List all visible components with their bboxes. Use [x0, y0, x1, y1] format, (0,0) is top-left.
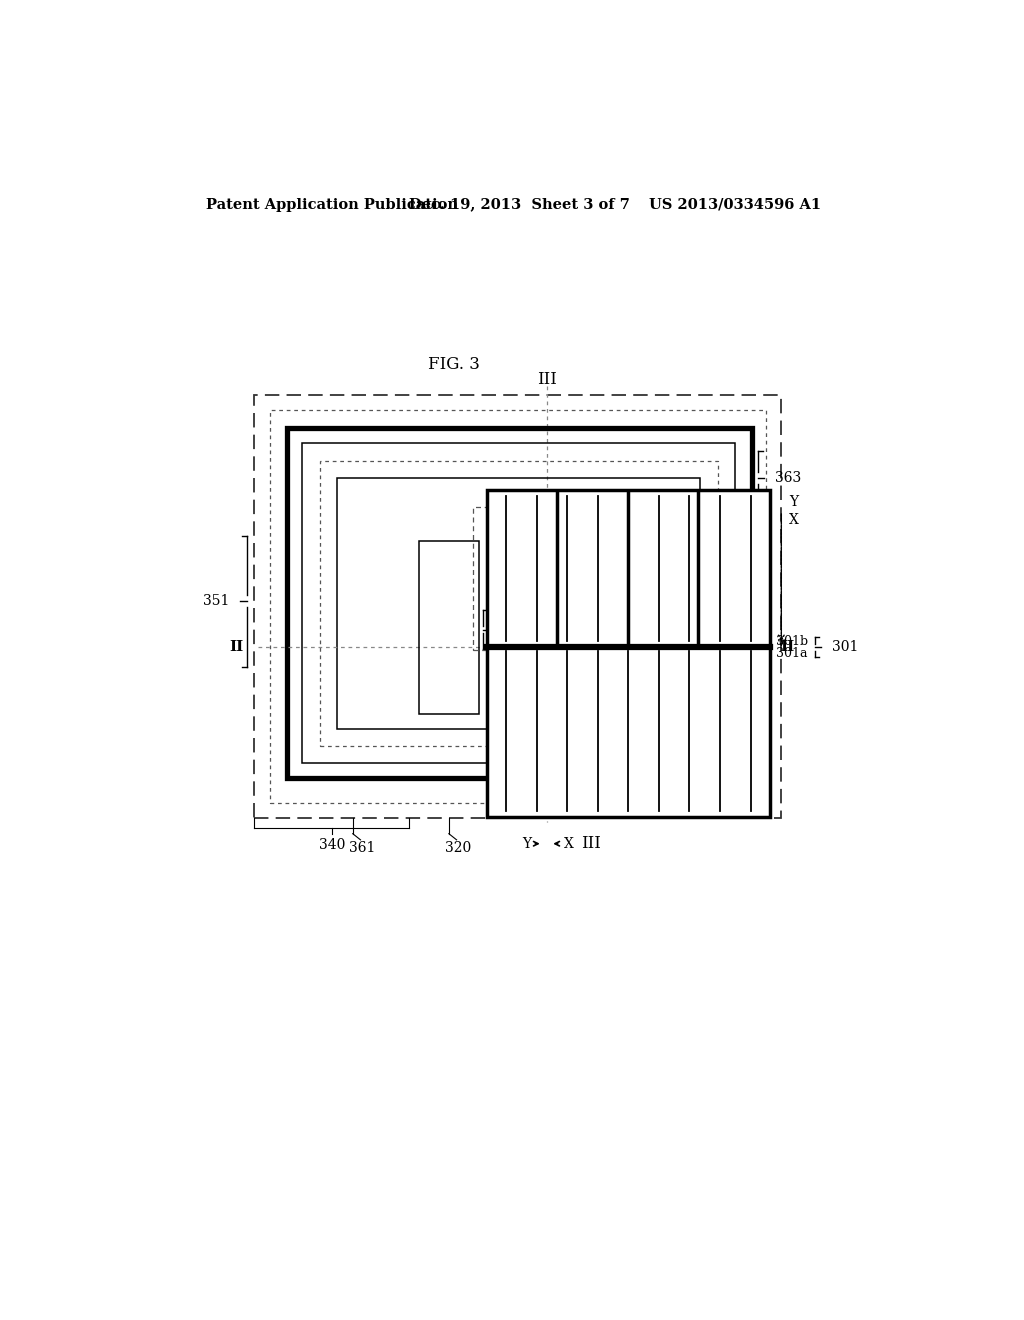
Text: 361: 361	[349, 841, 375, 855]
Bar	[302, 444, 735, 763]
Text: 363: 363	[775, 471, 802, 484]
Text: X: X	[563, 837, 573, 850]
Text: X: X	[790, 513, 799, 527]
Text: FIG. 3: FIG. 3	[428, 356, 479, 374]
Text: 340: 340	[318, 838, 345, 851]
Text: III: III	[582, 836, 601, 853]
Text: Patent Application Publication: Patent Application Publication	[206, 198, 458, 211]
Text: Y: Y	[522, 837, 531, 850]
Bar	[254, 395, 781, 818]
Text: II: II	[229, 640, 244, 655]
Text: IV: IV	[500, 668, 513, 681]
Bar	[287, 428, 752, 779]
Bar	[270, 411, 766, 803]
Text: 320: 320	[445, 841, 471, 855]
Bar	[337, 478, 700, 729]
Bar	[321, 461, 718, 746]
Text: 331: 331	[500, 623, 526, 636]
Text: IV: IV	[582, 668, 595, 681]
Text: 351: 351	[203, 594, 229, 609]
Bar	[486, 490, 770, 647]
Text: III: III	[537, 371, 556, 388]
Text: US 2013/0334596 A1: US 2013/0334596 A1	[649, 198, 821, 211]
Bar	[486, 647, 770, 817]
Text: Dec. 19, 2013  Sheet 3 of 7: Dec. 19, 2013 Sheet 3 of 7	[409, 198, 630, 211]
Bar	[473, 507, 624, 649]
Text: II: II	[780, 640, 795, 655]
Bar	[419, 541, 479, 714]
Text: Y: Y	[790, 495, 798, 508]
Text: 301b: 301b	[776, 635, 808, 648]
Text: 301: 301	[831, 640, 858, 655]
Text: 301a: 301a	[776, 647, 807, 660]
